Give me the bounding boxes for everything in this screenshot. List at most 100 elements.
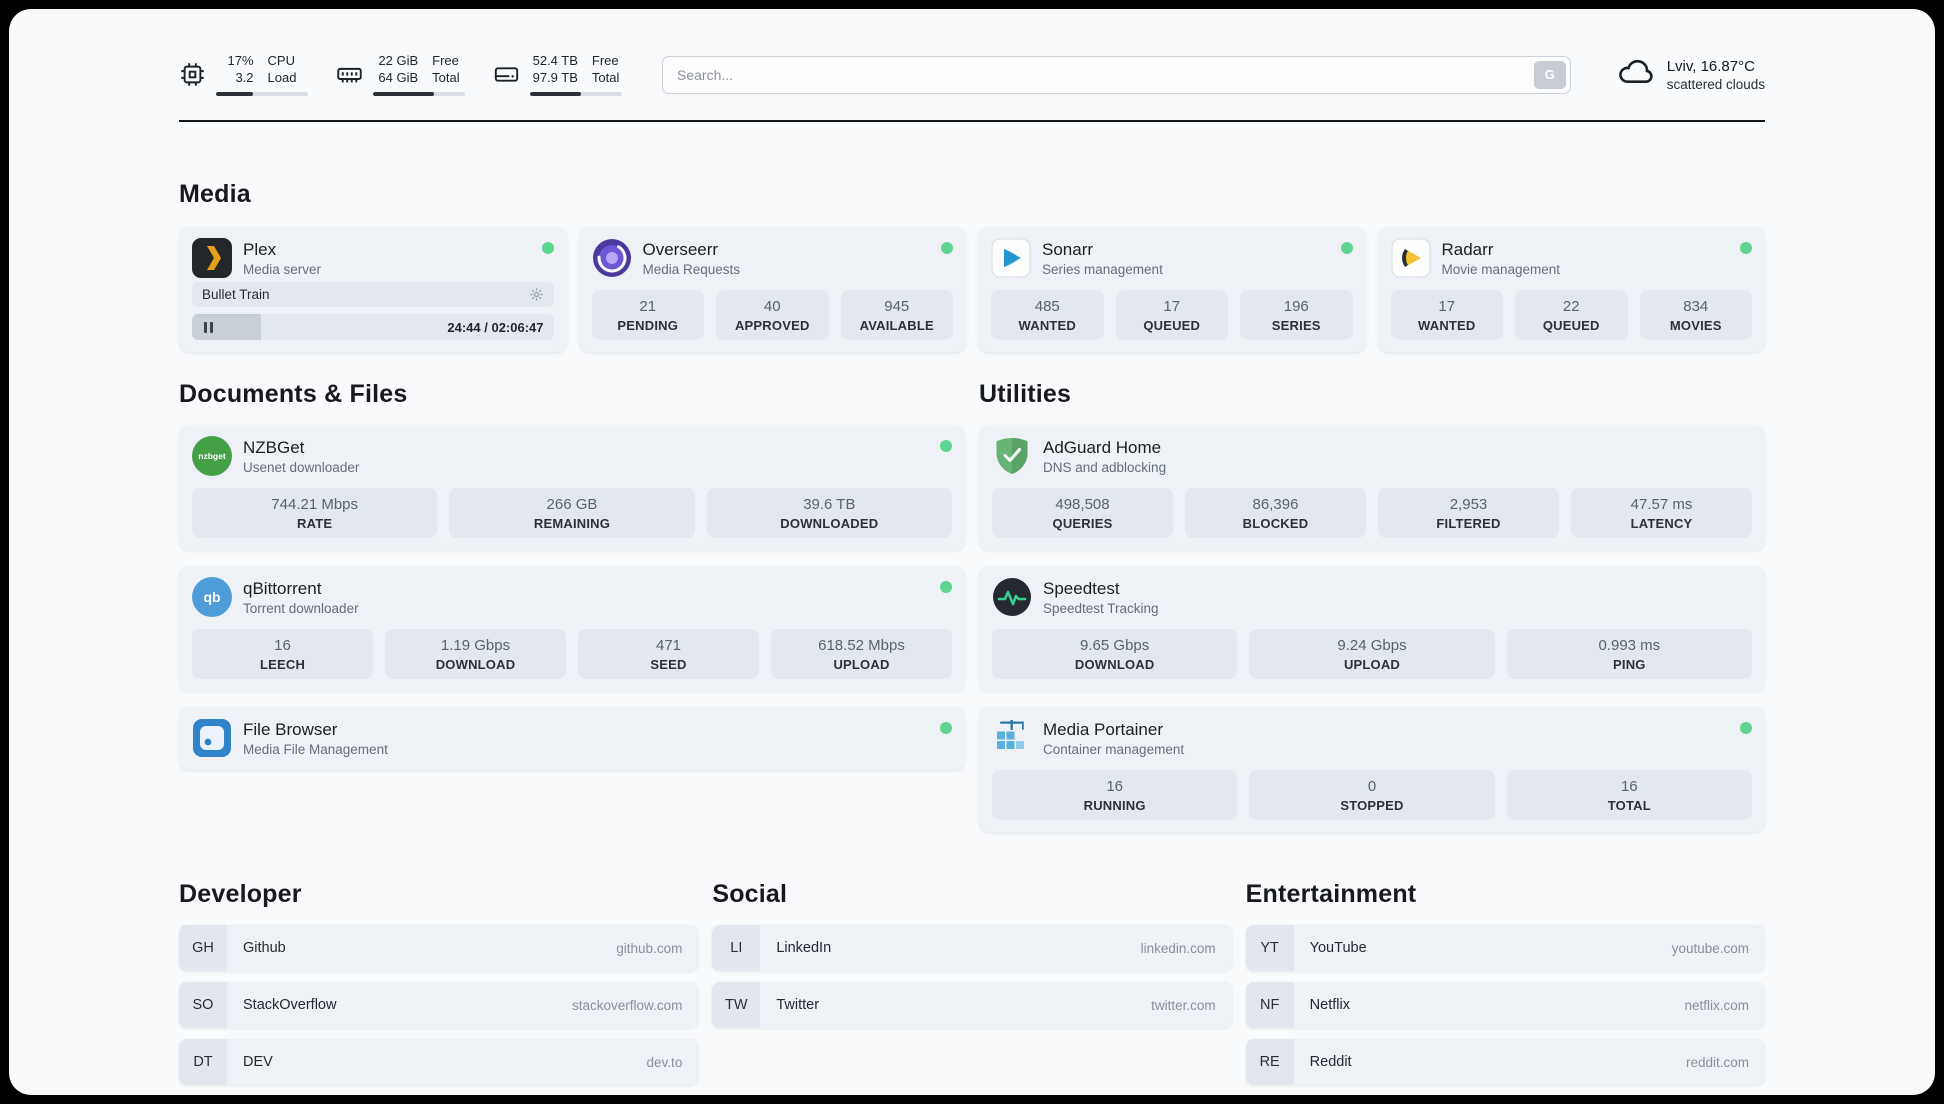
service-card-nzbget[interactable]: nzbget NZBGet Usenet downloader 744.21 M…	[179, 425, 965, 550]
overseerr-icon	[592, 238, 632, 278]
section-title-social: Social	[712, 880, 788, 908]
stat-approved: 40 APPROVED	[716, 290, 829, 340]
stat-wanted: 17 WANTED	[1390, 290, 1503, 340]
cloud-icon	[1615, 51, 1657, 98]
service-card-filebrowser[interactable]: File Browser Media File Management	[179, 707, 965, 770]
gear-icon[interactable]	[529, 287, 544, 302]
section-title-developer: Developer	[179, 880, 302, 908]
weather-condition: scattered clouds	[1666, 76, 1765, 92]
status-online-dot	[1740, 242, 1752, 254]
bookmark-name: YouTube	[1309, 940, 1367, 956]
service-name: Overseerr	[642, 239, 719, 259]
section-utilities: Utilities AdGuard Home	[979, 380, 1765, 832]
section-title-utilities: Utilities	[979, 380, 1072, 408]
bookmark-stackoverflow[interactable]: SO StackOverflow stackoverflow.com	[179, 982, 699, 1028]
media-services-grid: Plex Media server Bullet Train 24:44 / 0…	[179, 227, 1765, 352]
stat-blocked: 86,396 BLOCKED	[1185, 488, 1366, 538]
filebrowser-icon	[192, 718, 232, 758]
cpu-usage-value: 17%	[227, 53, 254, 68]
service-card-overseerr[interactable]: Overseerr Media Requests 21 PENDING 40 A…	[578, 227, 966, 352]
service-card-portainer[interactable]: Media Portainer Container management 16 …	[979, 707, 1765, 832]
service-subtitle: DNS and adblocking	[1043, 459, 1167, 475]
stat-wanted: 485 WANTED	[991, 290, 1104, 340]
section-title-media: Media	[179, 180, 251, 208]
player-progress-bar[interactable]: 24:44 / 02:06:47	[192, 314, 554, 340]
service-card-qbittorrent[interactable]: qb qBittorrent Torrent downloader 16 LEE…	[179, 566, 965, 691]
bookmark-abbr: RE	[1245, 1039, 1294, 1085]
service-card-plex[interactable]: Plex Media server Bullet Train 24:44 / 0…	[179, 227, 567, 352]
disk-drive-icon	[493, 61, 520, 88]
status-online-dot	[941, 242, 953, 254]
bookmark-reddit[interactable]: RE Reddit reddit.com	[1245, 1039, 1765, 1085]
bookmark-name: Reddit	[1309, 1054, 1352, 1070]
service-subtitle: Media File Management	[243, 741, 388, 757]
service-name: Radarr	[1441, 239, 1494, 259]
status-online-dot	[940, 581, 952, 593]
service-subtitle: Container management	[1043, 741, 1185, 757]
speedtest-icon	[992, 577, 1032, 617]
memory-free-label: Free	[432, 53, 459, 68]
stat-upload: 618.52 Mbps UPLOAD	[771, 629, 952, 679]
bookmark-name: LinkedIn	[776, 940, 832, 956]
stat-download: 9.65 Gbps DOWNLOAD	[992, 629, 1238, 679]
bookmark-abbr: DT	[179, 1039, 227, 1085]
service-name: AdGuard Home	[1043, 437, 1162, 457]
cpu-chip-icon	[179, 61, 206, 88]
stat-queued: 22 QUEUED	[1515, 290, 1628, 340]
status-online-dot	[940, 722, 952, 734]
bookmark-name: Github	[243, 940, 286, 956]
bookmark-github[interactable]: GH Github github.com	[179, 925, 699, 971]
memory-free-value: 22 GiB	[378, 53, 419, 68]
dashboard-page: 17% CPU 3.2 Load	[9, 9, 1935, 1095]
cpu-progress-fill	[216, 92, 253, 96]
disk-total-label: Total	[591, 70, 620, 85]
bookmark-abbr: YT	[1245, 925, 1294, 971]
bookmark-domain: twitter.com	[1151, 997, 1216, 1013]
radarr-icon	[1391, 238, 1431, 278]
service-card-adguard[interactable]: AdGuard Home DNS and adblocking 498,508 …	[979, 425, 1765, 550]
disk-free-value: 52.4 TB	[532, 53, 578, 68]
service-name: Plex	[243, 239, 277, 259]
service-card-speedtest[interactable]: Speedtest Speedtest Tracking 9.65 Gbps D…	[979, 566, 1765, 691]
section-title-entertainment: Entertainment	[1245, 880, 1417, 908]
adguard-shield-icon	[992, 436, 1032, 476]
service-name: Media Portainer	[1043, 719, 1164, 739]
memory-progress-fill	[373, 92, 434, 96]
bookmark-domain: dev.to	[646, 1054, 683, 1070]
service-name: NZBGet	[243, 437, 305, 457]
stat-remaining: 266 GB REMAINING	[449, 488, 695, 538]
stat-series: 196 SERIES	[1240, 290, 1353, 340]
stat-latency: 47.57 ms LATENCY	[1571, 488, 1752, 538]
disk-total-value: 97.9 TB	[532, 70, 578, 85]
service-name: qBittorrent	[243, 578, 322, 598]
search-provider-button[interactable]: G	[1533, 60, 1566, 89]
service-subtitle: Movie management	[1441, 261, 1561, 277]
bookmark-name: Netflix	[1309, 997, 1350, 1013]
bookmark-netflix[interactable]: NF Netflix netflix.com	[1245, 982, 1765, 1028]
bookmark-twitter[interactable]: TW Twitter twitter.com	[712, 982, 1232, 1028]
service-subtitle: Speedtest Tracking	[1043, 600, 1159, 616]
player-progress-fill	[192, 314, 261, 340]
search-input[interactable]	[662, 55, 1571, 94]
bookmark-youtube[interactable]: YT YouTube youtube.com	[1245, 925, 1765, 971]
service-card-radarr[interactable]: Radarr Movie management 17 WANTED 22 QUE…	[1377, 227, 1765, 352]
service-name: Speedtest	[1043, 578, 1120, 598]
bookmark-dev[interactable]: DT DEV dev.to	[179, 1039, 699, 1085]
service-card-sonarr[interactable]: Sonarr Series management 485 WANTED 17 Q…	[978, 227, 1366, 352]
stat-pending: 21 PENDING	[591, 290, 704, 340]
bookmark-group-entertainment: Entertainment YT YouTube youtube.com NF …	[1245, 880, 1765, 1085]
weather-widget[interactable]: Lviv, 16.87°C scattered clouds	[1615, 51, 1765, 98]
status-online-dot	[541, 242, 554, 254]
stat-download: 1.19 Gbps DOWNLOAD	[385, 629, 566, 679]
stat-stopped: 0 STOPPED	[1249, 770, 1495, 820]
bookmark-linkedin[interactable]: LI LinkedIn linkedin.com	[712, 925, 1232, 971]
cpu-load-label: Load	[267, 70, 297, 85]
disk-free-label: Free	[591, 53, 619, 68]
resource-widgets: 17% CPU 3.2 Load	[179, 53, 622, 96]
bookmark-abbr: GH	[179, 925, 227, 971]
pause-icon[interactable]	[202, 321, 214, 333]
bookmark-group-developer: Developer GH Github github.com SO StackO…	[179, 880, 699, 1085]
now-playing-title: Bullet Train	[202, 287, 270, 302]
status-online-dot	[1340, 242, 1353, 254]
service-subtitle: Usenet downloader	[243, 459, 360, 475]
